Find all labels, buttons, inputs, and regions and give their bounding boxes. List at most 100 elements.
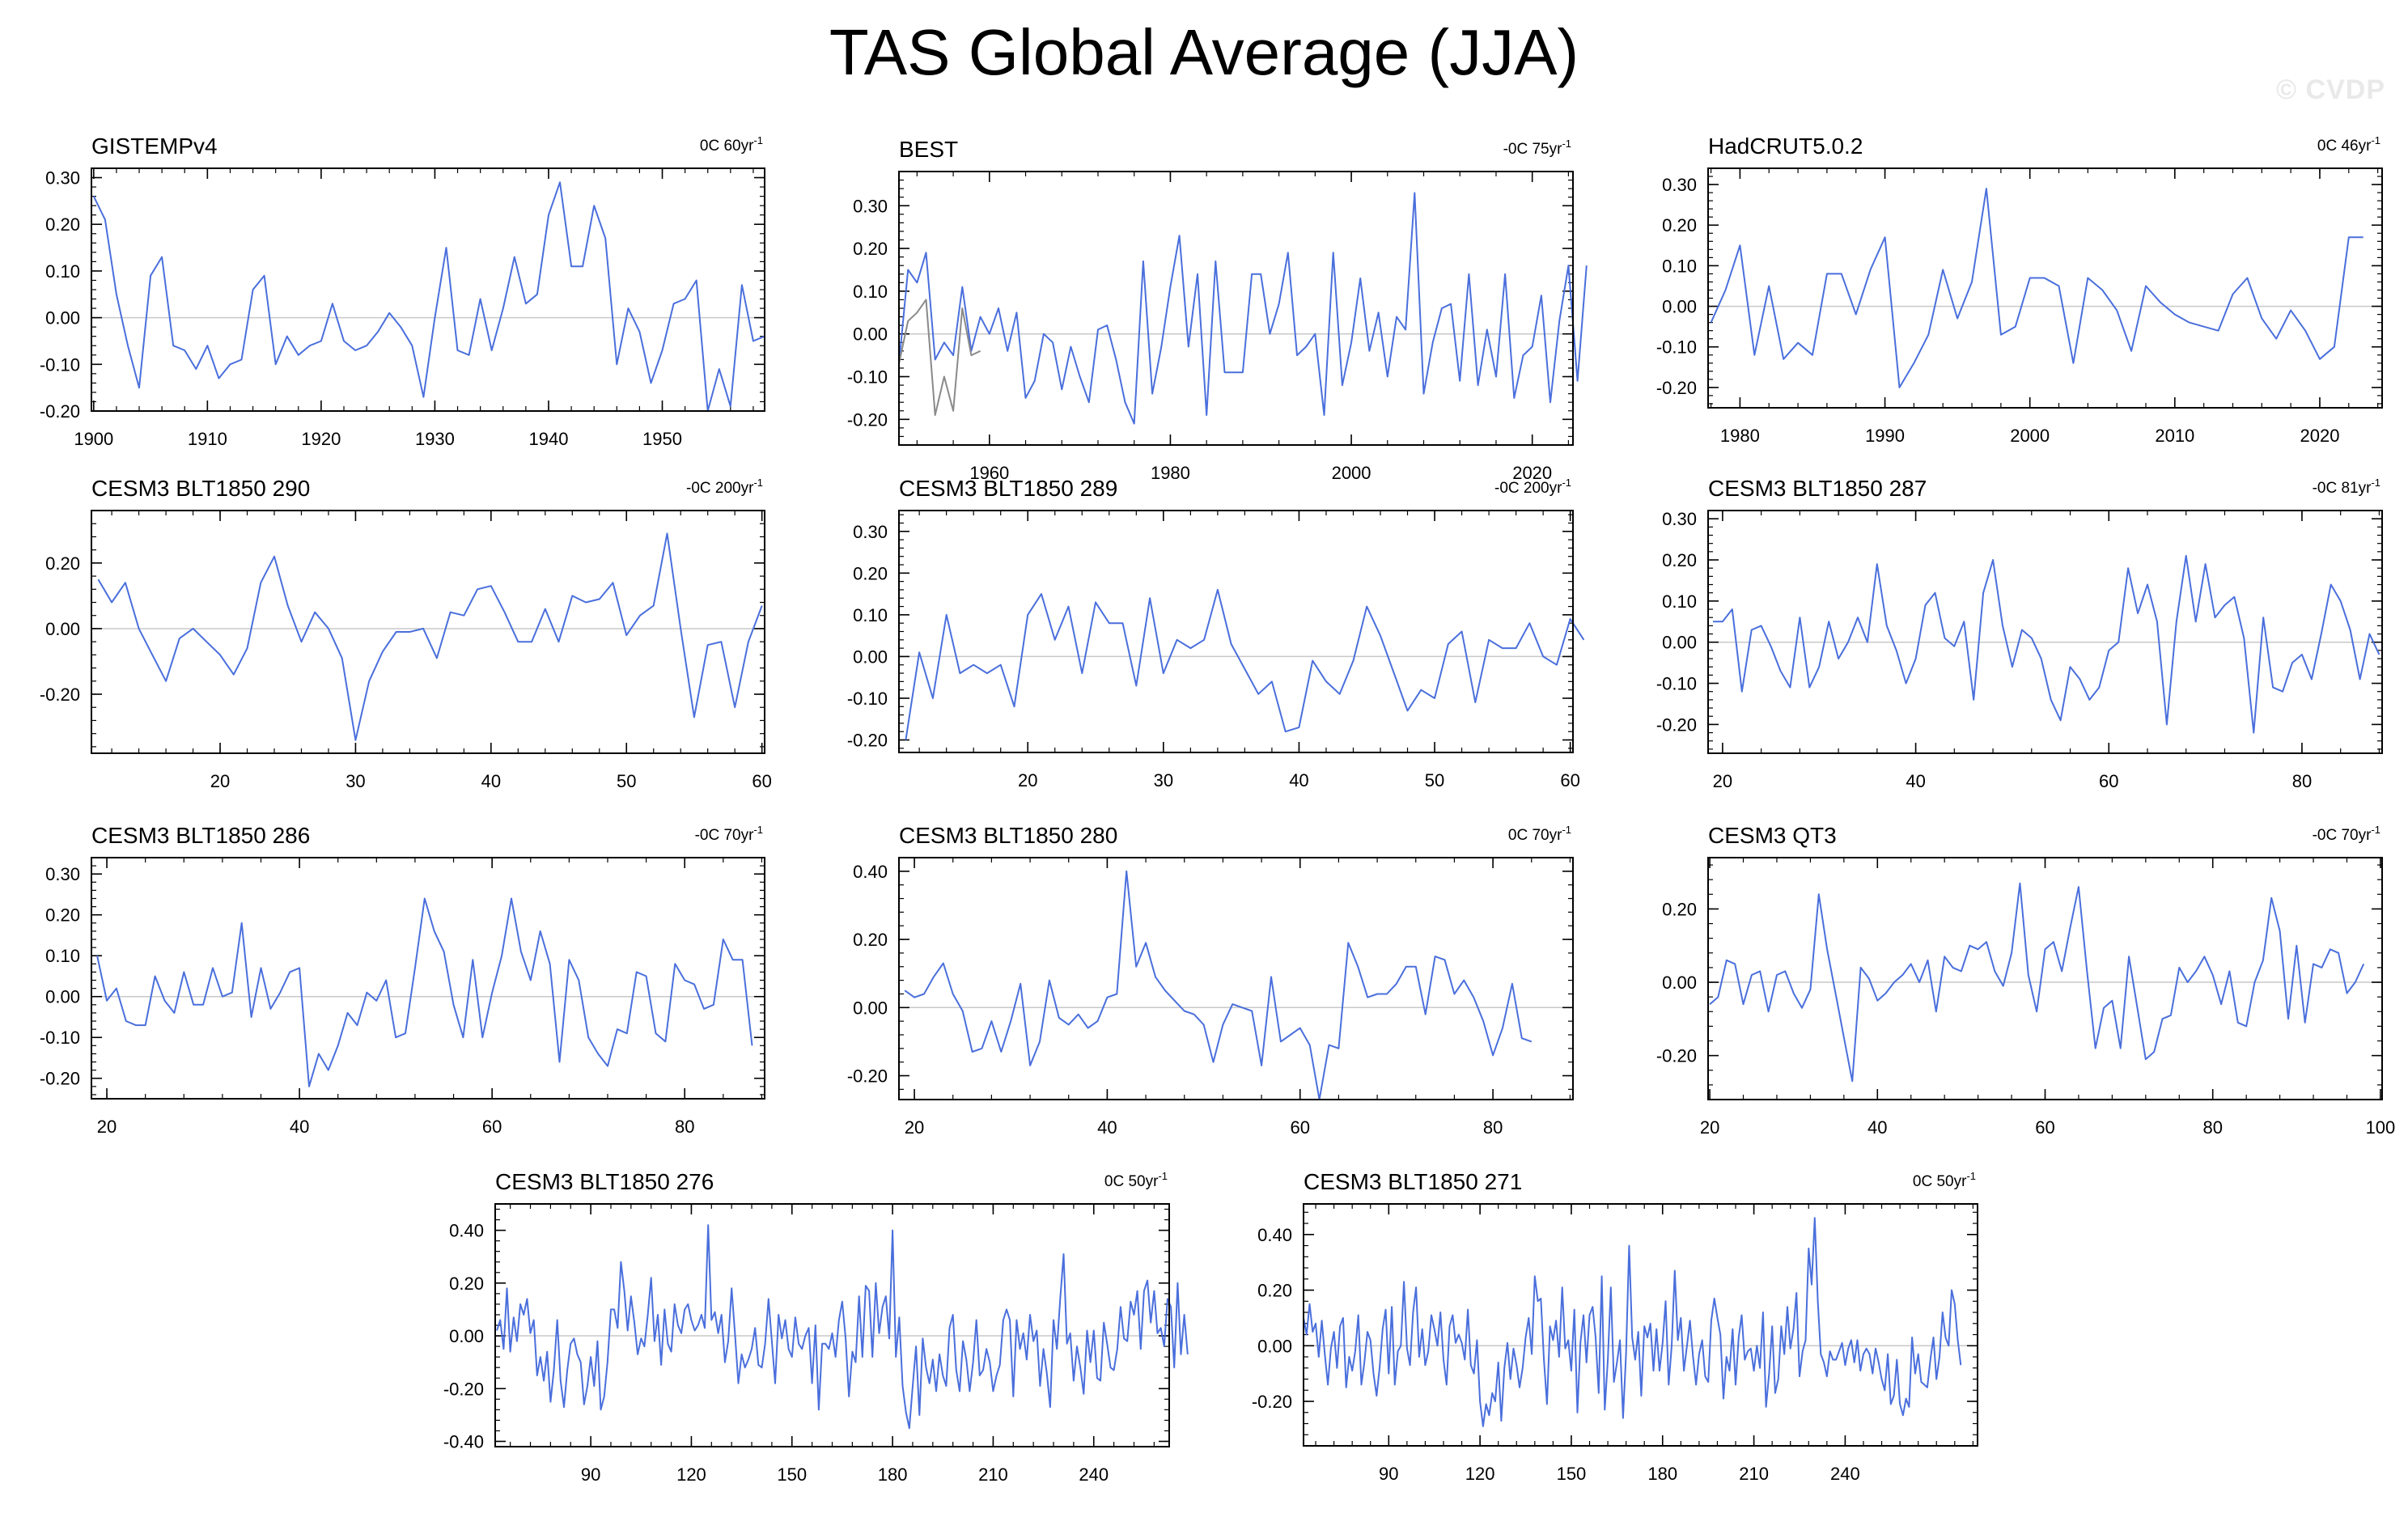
chart-panel: CESM3 BLT1850 290 -0C 200yr-1 20 30 40 50 60 -0…: [40, 476, 772, 791]
trend-label: -0C 75yr-1: [1503, 138, 1571, 158]
y-tick-label: 0.20: [45, 553, 80, 574]
x-tick-label: 210: [1739, 1464, 1769, 1484]
y-tick-label: 0.10: [853, 605, 888, 625]
chart-title: CESM3 BLT1850 289: [899, 476, 1117, 501]
chart-title: CESM3 BLT1850 271: [1304, 1169, 1522, 1194]
plot-frame: [1707, 510, 2383, 754]
series-line: [1709, 882, 2365, 1083]
x-tick-label: 90: [581, 1464, 600, 1485]
y-tick-label: -0.20: [1252, 1392, 1292, 1412]
y-tick-label: -0.10: [1656, 337, 1697, 358]
y-tick-label: -0.10: [1656, 674, 1697, 694]
y-tick-label: -0.20: [40, 1069, 80, 1089]
y-tick-label: 0.10: [1662, 256, 1697, 276]
y-tick-label: 0.20: [1257, 1281, 1292, 1301]
x-tick-label: 20: [97, 1117, 117, 1137]
y-tick-label: 0.00: [853, 998, 888, 1018]
x-tick-label: 150: [1557, 1464, 1587, 1484]
x-tick-label: 60: [482, 1117, 502, 1137]
x-tick-label: 2000: [1332, 463, 1371, 483]
trend-label: 0C 70yr-1: [1508, 824, 1571, 844]
x-tick-label: 80: [2292, 771, 2312, 791]
series-line: [904, 870, 1533, 1100]
chart-title: CESM3 BLT1850 287: [1708, 476, 1927, 501]
chart-panel: CESM3 BLT1850 280 0C 70yr-1 20 40 60 80 -0.20 0…: [847, 823, 1574, 1138]
y-tick-label: 0.40: [853, 862, 888, 882]
x-tick-label: 60: [1291, 1117, 1310, 1138]
series-line: [898, 192, 1588, 425]
x-tick-label: 30: [1154, 770, 1173, 790]
x-tick-label: 180: [878, 1464, 908, 1485]
x-tick-label: 1950: [642, 429, 682, 449]
x-tick-label: 1940: [528, 429, 568, 449]
trend-label: -0C 81yr-1: [2313, 477, 2380, 497]
y-tick-label: -0.10: [40, 354, 80, 375]
x-tick-label: 1930: [415, 429, 455, 449]
y-tick-label: 0.30: [1662, 175, 1697, 195]
y-tick-label: 0.20: [45, 214, 80, 235]
y-tick-label: 0.20: [1662, 215, 1697, 235]
y-tick-label: 0.20: [449, 1274, 484, 1294]
x-tick-label: 120: [676, 1464, 706, 1485]
y-tick-label: 0.10: [853, 282, 888, 302]
y-tick-label: -0.10: [847, 367, 888, 388]
chart-panel: BEST -0C 75yr-1 1960 1980 2000 2020 -0.20 -0.10…: [847, 137, 1588, 483]
y-tick-label: 0.20: [1662, 899, 1697, 919]
chart-title: CESM3 BLT1850 290: [91, 476, 310, 501]
plot-frame: [494, 1203, 1170, 1447]
y-tick-label: 0.30: [853, 196, 888, 216]
chart-title: CESM3 QT3: [1708, 823, 1837, 848]
y-tick-label: 0.30: [45, 864, 80, 884]
plot-frame: [91, 510, 765, 754]
series-line: [496, 1224, 1189, 1430]
y-tick-label: 0.20: [853, 930, 888, 950]
x-tick-label: 1960: [969, 463, 1009, 483]
y-tick-label: 0.30: [1662, 509, 1697, 529]
y-tick-label: 0.30: [45, 168, 80, 189]
x-tick-label: 20: [1018, 770, 1037, 790]
chart-title: HadCRUT5.0.2: [1708, 134, 1863, 159]
chart-title: CESM3 BLT1850 280: [899, 823, 1117, 848]
plot-frame: [91, 857, 765, 1100]
trend-label: -0C 70yr-1: [2313, 824, 2380, 844]
x-tick-label: 2000: [2010, 426, 2050, 446]
y-tick-label: -0.20: [40, 401, 80, 422]
x-tick-label: 50: [1425, 770, 1444, 790]
y-tick-label: -0.20: [443, 1379, 484, 1399]
y-tick-label: 0.00: [449, 1326, 484, 1346]
chart-panel: CESM3 BLT1850 271 0C 50yr-1 90 120 150 180 210…: [1252, 1169, 1978, 1484]
y-tick-label: 0.20: [853, 239, 888, 259]
series-line: [898, 299, 981, 416]
chart-panel: CESM3 BLT1850 287 -0C 81yr-1 20 40 60 80 -0.20…: [1656, 476, 2383, 791]
trend-label: -0C 70yr-1: [695, 824, 763, 844]
x-tick-label: 2020: [2300, 426, 2339, 446]
x-tick-label: 180: [1647, 1464, 1677, 1484]
y-tick-label: 0.00: [45, 619, 80, 639]
y-tick-label: -0.20: [1656, 378, 1697, 398]
x-tick-label: 90: [1379, 1464, 1398, 1484]
x-tick-label: 20: [210, 771, 230, 791]
x-tick-label: 240: [1830, 1464, 1860, 1484]
y-tick-label: -0.10: [847, 689, 888, 709]
y-tick-label: 0.00: [1662, 973, 1697, 993]
y-tick-label: 0.00: [45, 308, 80, 328]
y-tick-label: 0.20: [853, 563, 888, 583]
y-tick-label: 0.00: [853, 646, 888, 667]
y-tick-label: -0.40: [443, 1431, 484, 1452]
series-line: [96, 897, 753, 1087]
x-tick-label: 20: [1700, 1117, 1719, 1138]
y-tick-label: -0.20: [1656, 1046, 1697, 1066]
chart-panel: GISTEMPv4 0C 60yr-1 1900 1910 1920 1930 1940 19…: [40, 134, 765, 449]
x-tick-label: 100: [2366, 1117, 2396, 1138]
x-tick-label: 60: [752, 771, 771, 791]
x-tick-label: 50: [617, 771, 636, 791]
chart-title: GISTEMPv4: [91, 134, 218, 159]
x-tick-label: 1990: [1865, 426, 1905, 446]
chart-title: CESM3 BLT1850 276: [495, 1169, 714, 1194]
trend-label: -0C 200yr-1: [1494, 477, 1571, 497]
y-tick-label: -0.20: [1656, 714, 1697, 735]
y-tick-label: -0.20: [847, 1066, 888, 1087]
series-line: [905, 588, 1585, 740]
x-tick-label: 40: [481, 771, 501, 791]
x-tick-label: 1980: [1151, 463, 1190, 483]
